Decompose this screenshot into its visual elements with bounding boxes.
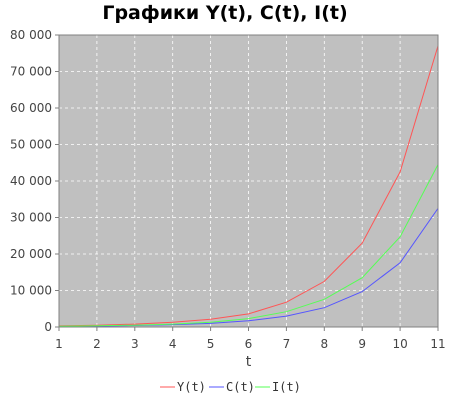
y-tick-label: 20 000 [10, 247, 52, 261]
legend-label: C(t) [226, 380, 255, 394]
x-tick-label: 3 [131, 337, 139, 351]
x-axis-title: t [246, 354, 252, 370]
x-tick-label: 6 [245, 337, 253, 351]
series-line-it [58, 164, 439, 327]
y-tick-label: 80 000 [10, 28, 52, 42]
y-axis-ticks: 0 10 000 20 000 30 000 40 000 50 000 60 000 70 … [10, 28, 59, 334]
y-tick-label: 50 000 [10, 138, 52, 152]
legend-label: Y(t) [177, 380, 206, 394]
x-axis-ticks: 1 2 3 4 5 6 7 8 9 10 11 [55, 327, 446, 351]
x-tick-label: 10 [392, 337, 407, 351]
y-tick-label: 0 [44, 320, 52, 334]
y-tick-label: 30 000 [10, 211, 52, 225]
series-line-yt [58, 45, 439, 327]
x-tick-label: 7 [283, 337, 291, 351]
x-tick-label: 1 [55, 337, 63, 351]
y-tick-label: 10 000 [10, 284, 52, 298]
y-tick-label: 60 000 [10, 101, 52, 115]
legend-label: I(t) [272, 380, 301, 394]
x-tick-label: 2 [93, 337, 101, 351]
legend: Y(t) C(t) I(t) [160, 380, 301, 394]
x-tick-label: 5 [207, 337, 215, 351]
x-tick-label: 4 [169, 337, 177, 351]
x-tick-label: 9 [358, 337, 366, 351]
x-tick-label: 8 [320, 337, 328, 351]
series-lines [58, 45, 439, 327]
y-tick-label: 40 000 [10, 174, 52, 188]
y-tick-label: 70 000 [10, 65, 52, 79]
x-tick-label: 11 [430, 337, 445, 351]
chart-title: Графики Y(t), C(t), I(t) [102, 2, 348, 24]
